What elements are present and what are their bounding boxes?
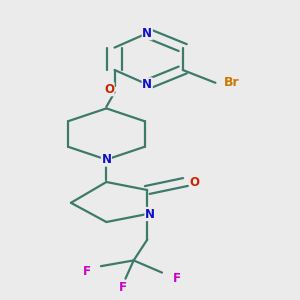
Text: F: F [173, 272, 181, 284]
Text: N: N [142, 27, 152, 40]
Text: N: N [142, 78, 152, 91]
Text: N: N [145, 208, 155, 220]
Text: F: F [83, 265, 91, 278]
Text: O: O [190, 176, 200, 188]
Text: N: N [101, 153, 111, 166]
Text: O: O [104, 83, 114, 96]
Text: Br: Br [224, 76, 240, 89]
Text: F: F [119, 281, 127, 294]
